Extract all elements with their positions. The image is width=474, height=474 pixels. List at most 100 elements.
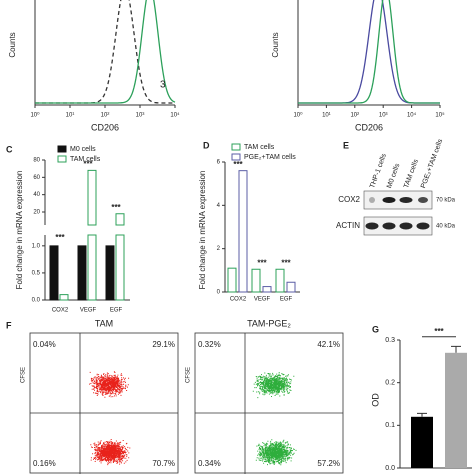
y-tick-label: 2: [217, 246, 221, 252]
significance: ***: [111, 203, 121, 212]
y-tick-label: 6: [217, 160, 221, 166]
x-tick-label: 10⁵: [435, 112, 445, 119]
legend-label: M0 cells: [70, 146, 96, 153]
significance: ***: [257, 258, 267, 267]
bar: [275, 268, 285, 293]
plot-title: TAM-PGE₂: [247, 318, 291, 328]
y-tick-label: 1.0: [32, 243, 41, 249]
significance: ***: [233, 160, 243, 169]
y-tick-label: 0.0: [32, 298, 41, 304]
bar: [238, 170, 248, 293]
axis-title: Counts: [8, 32, 17, 57]
x-tick-label: COX2: [230, 297, 247, 303]
bar: [59, 294, 69, 301]
bar: [445, 352, 467, 468]
y-tick-label: 80: [33, 158, 40, 164]
column-label: TAM cells: [403, 158, 420, 189]
bar: [115, 213, 125, 301]
y-tick-label: 60: [33, 175, 40, 181]
plot-frame: [29, 332, 179, 474]
band: [365, 222, 379, 230]
cell-dots: [89, 371, 131, 466]
x-tick-label: 10³: [379, 113, 388, 119]
panel-letter: D: [203, 140, 210, 150]
histogram-curve: [298, 0, 440, 104]
x-tick-label: EGF: [110, 308, 123, 314]
error-bar: [451, 345, 461, 353]
row-label: COX2: [338, 195, 360, 204]
axis-title: CD206: [91, 122, 119, 132]
axis-title: CFSE: [21, 367, 27, 383]
legend-label: TAM cells: [244, 144, 275, 151]
x-tick-label: COX2: [52, 308, 69, 314]
y-tick-label: 40: [33, 192, 40, 198]
band: [399, 222, 413, 230]
panel-letter: E: [343, 140, 349, 150]
histogram-curve: [35, 0, 176, 104]
x-tick-label: VEGF: [80, 308, 97, 314]
panel-letter: F: [6, 320, 12, 330]
marker-label: 70 kDa: [436, 198, 456, 204]
bar: [87, 169, 97, 301]
legend-swatch: [57, 145, 67, 153]
legend-label: PGE₂+TAM cells: [244, 154, 296, 161]
x-tick-label: 10²: [101, 113, 110, 119]
quadrant-label: 70.7%: [152, 459, 175, 468]
column-label: THP-1 cells: [369, 152, 388, 189]
quadrant-label: 0.34%: [198, 459, 221, 468]
cell-dots: [252, 372, 297, 466]
x-tick-label: 10¹: [66, 113, 75, 119]
panel-letter: C: [6, 144, 13, 154]
bar: [49, 245, 59, 301]
plot-frame: [194, 332, 344, 474]
y-tick-label: 4: [217, 203, 221, 209]
legend-swatch: [231, 143, 241, 151]
axis-title: Fold change in mRNA expression: [198, 171, 207, 290]
x-tick-label: EGF: [280, 297, 293, 303]
bar: [227, 267, 237, 293]
x-tick-label: 10⁰: [30, 112, 40, 119]
x-tick-label: 10²: [350, 113, 359, 119]
marker-label: 40 kDa: [436, 224, 456, 230]
bar: [77, 245, 87, 301]
quadrant-label: 42.1%: [317, 340, 340, 349]
band: [399, 197, 413, 203]
column-label: PGE₂+TAM cells: [420, 138, 444, 190]
quadrant-label: 0.04%: [33, 340, 56, 349]
y-tick-label: 0.5: [32, 270, 41, 276]
y-tick-label: 0.0: [385, 465, 395, 472]
y-tick-label: 0.2: [385, 380, 395, 387]
plot-title: TAM: [95, 318, 113, 328]
x-tick-label: 10⁰: [293, 112, 303, 119]
y-tick-label: 0.1: [385, 422, 395, 429]
bar: [251, 268, 261, 293]
x-tick-label: 10⁴: [170, 112, 180, 119]
row-label: ACTIN: [336, 221, 360, 230]
bar: [105, 245, 115, 301]
quadrant-label: 0.16%: [33, 459, 56, 468]
x-tick-label: 10¹: [322, 113, 331, 119]
band: [382, 222, 396, 230]
bar: [411, 416, 433, 468]
axis-title: CFSE: [186, 367, 192, 383]
x-tick-label: VEGF: [254, 297, 271, 303]
histogram-curve: [35, 0, 175, 104]
quadrant-label: 29.1%: [152, 340, 175, 349]
band: [382, 197, 396, 203]
significance: ***: [83, 160, 93, 169]
bar: [262, 286, 272, 293]
significance: ***: [434, 327, 444, 336]
axis-title: Fold change in mRNA expression: [15, 171, 24, 290]
y-tick-label: 0: [217, 290, 221, 296]
y-tick-label: 0.3: [385, 337, 395, 344]
legend-swatch: [231, 153, 241, 161]
histogram-curve: [298, 0, 440, 104]
quadrant-label: 0.32%: [198, 340, 221, 349]
error-bar: [417, 412, 427, 417]
blot: [363, 190, 433, 210]
axis-title: OD: [370, 393, 380, 407]
x-tick-label: 10⁴: [407, 112, 417, 119]
axis-title: CD206: [355, 122, 383, 132]
column-label: M0 cells: [386, 162, 402, 189]
